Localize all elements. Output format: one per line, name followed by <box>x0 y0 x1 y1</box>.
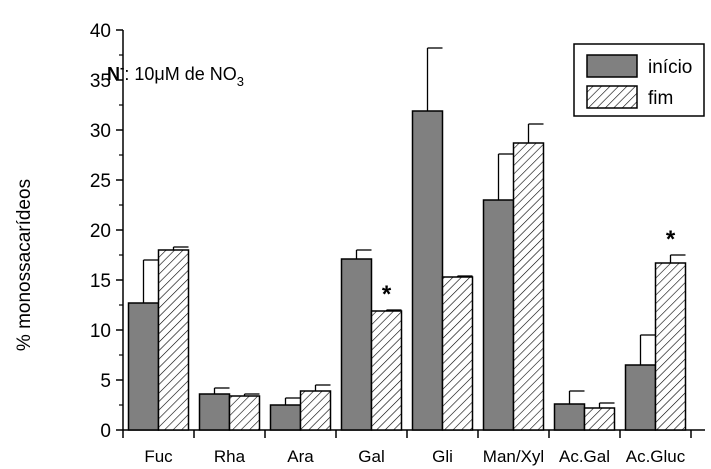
bar-in-cio-ac-gluc <box>624 364 657 431</box>
y-tick-label: 30 <box>90 121 111 142</box>
bar-in-cio-ac-gal <box>553 403 586 431</box>
bar-fim-ara <box>299 390 332 431</box>
annotation-subscript: 3 <box>237 74 244 89</box>
annotation-superscript: - <box>120 60 124 75</box>
significance-marker-ac-gluc: * <box>666 226 676 253</box>
bar-in-cio-fuc <box>127 302 160 431</box>
bar-in-cio-ara <box>269 404 302 431</box>
y-tick-label: 25 <box>90 171 111 192</box>
y-axis-label: % monossacarídeos <box>14 179 35 351</box>
annotation-prefix: N <box>107 64 120 84</box>
bar-fim-fuc <box>157 249 190 431</box>
y-tick-label: 0 <box>100 421 111 442</box>
legend: início fim <box>573 43 705 117</box>
bar-fim-gal <box>370 310 403 431</box>
bar-in-cio-rha <box>198 393 231 431</box>
x-tick-label-man-xyl: Man/Xyl <box>483 447 544 466</box>
chart-annotation: N-: 10μM de NO3 <box>107 60 244 89</box>
legend-label-inicio: início <box>648 57 692 78</box>
x-tick-label-ara: Ara <box>287 447 314 466</box>
y-tick-label: 15 <box>90 271 111 292</box>
bar-fim-ac-gal <box>583 407 616 431</box>
significance-marker-gal: * <box>382 281 392 308</box>
legend-swatch-inicio <box>586 54 638 78</box>
y-tick-label: 10 <box>90 321 111 342</box>
legend-label-fim: fim <box>648 88 673 109</box>
y-tick-label: 35 <box>90 71 111 92</box>
bar-fim-gli <box>441 276 474 431</box>
y-tick-label: 40 <box>90 21 111 42</box>
bars <box>127 47 687 431</box>
bar-in-cio-gli <box>411 110 444 431</box>
y-tick-label: 20 <box>90 221 111 242</box>
x-tick-label-gli: Gli <box>432 447 453 466</box>
x-tick-label-rha: Rha <box>214 447 246 466</box>
y-tick-label: 5 <box>100 371 111 392</box>
x-tick-label-gal: Gal <box>358 447 384 466</box>
bar-in-cio-gal <box>340 258 373 431</box>
x-tick-label-ac-gluc: Ac.Gluc <box>626 447 686 466</box>
bar-fim-man-xyl <box>512 142 545 431</box>
tick-labels: 0 5 10 15 20 25 30 35 40 Fuc Rha Ara Gal Gli Man/Xyl Ac… <box>90 21 686 466</box>
x-tick-label-ac-gal: Ac.Gal <box>559 447 610 466</box>
annotation-body: : 10μM de NO <box>124 64 236 84</box>
legend-swatch-fim <box>586 85 638 109</box>
bar-fim-rha <box>228 395 261 431</box>
bar-in-cio-man-xyl <box>482 199 515 431</box>
x-tick-label-fuc: Fuc <box>144 447 173 466</box>
bar-fim-ac-gluc <box>654 262 687 431</box>
